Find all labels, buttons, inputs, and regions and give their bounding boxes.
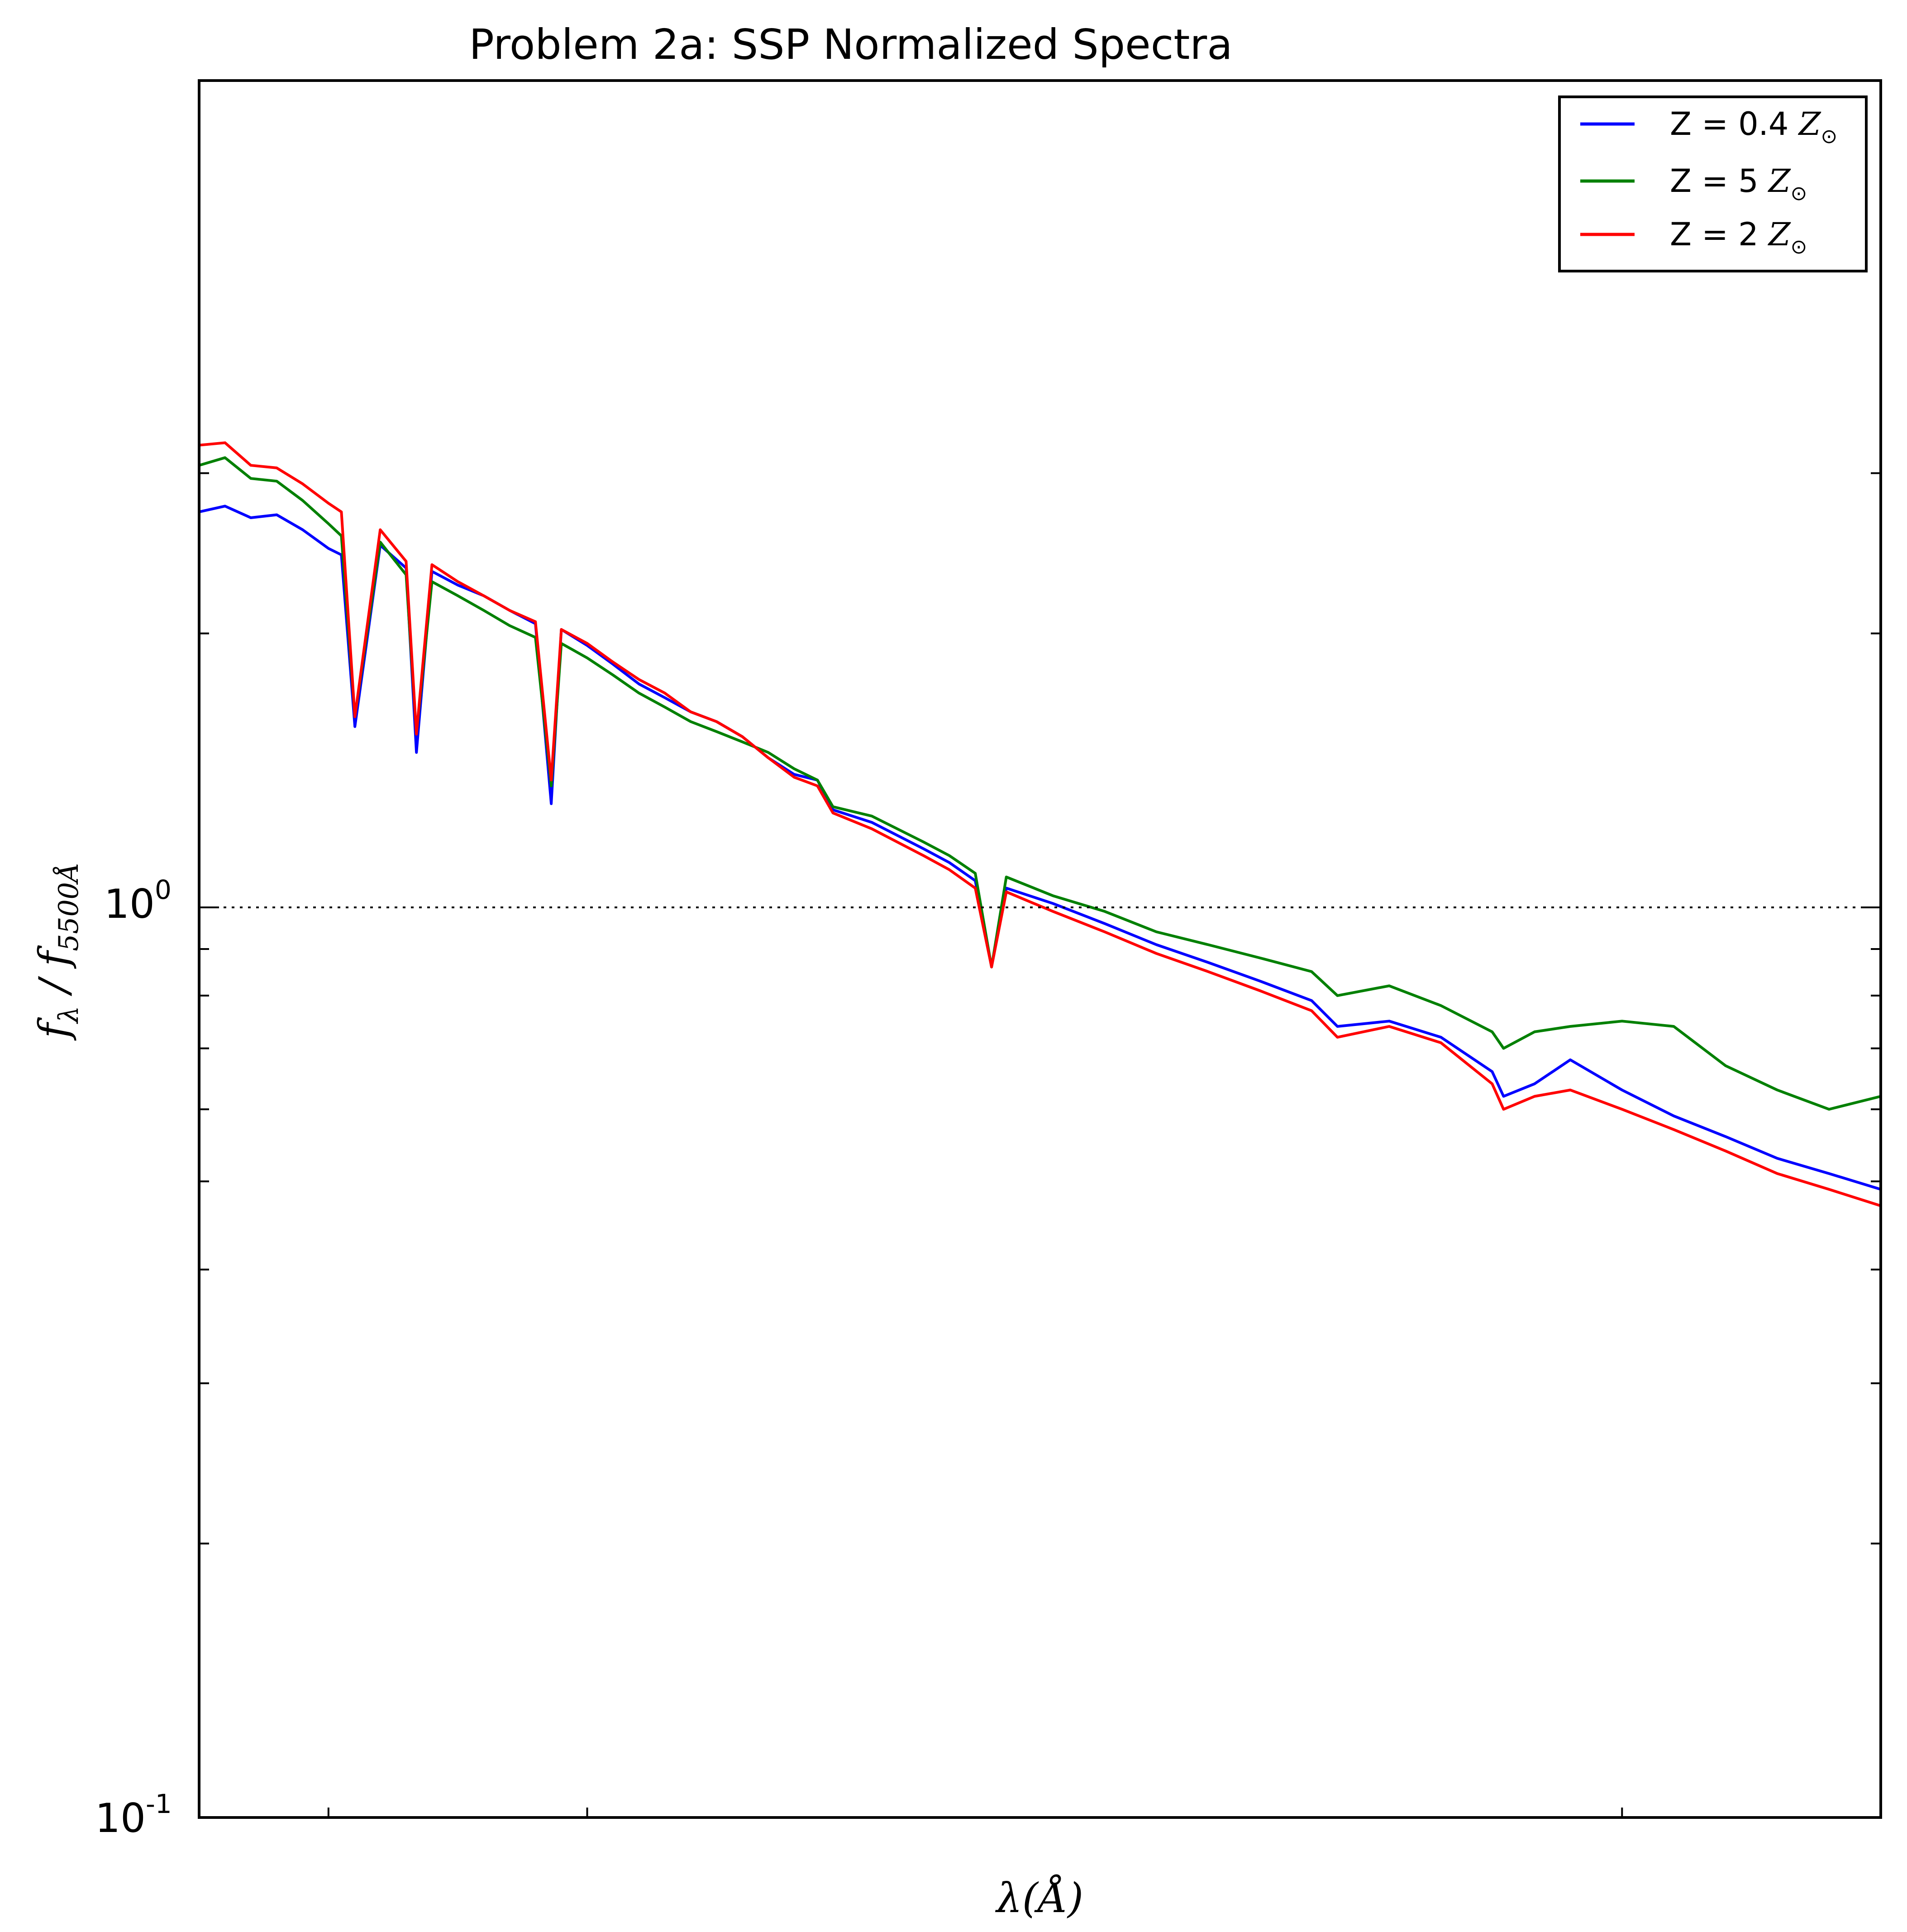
- y-tick-label-2-exp: -1: [146, 1789, 172, 1819]
- y-tick-label-2-base: 10: [95, 1795, 146, 1841]
- y-axis-label-sep: / f: [30, 945, 78, 1006]
- series-line-1: [199, 505, 1881, 1191]
- legend: Z = 0.4 Z⊙ Z = 5 Z⊙ Z = 2 Z⊙: [1558, 95, 1868, 272]
- y-tick-label-1-exp: 0: [155, 874, 172, 905]
- y-tick-label-1-base: 10: [104, 881, 155, 927]
- series-layer: [199, 441, 1881, 1207]
- svg-text:100: 100: [104, 874, 172, 927]
- series-line-2: [199, 456, 1881, 1111]
- y-axis-label: fλ / f5500Å: [30, 863, 85, 1041]
- y-axis-label-sub1: λ: [53, 1006, 85, 1024]
- svg-text:fλ / f5500Å: fλ / f5500Å: [30, 863, 85, 1041]
- y-axis-label-sub2: 5500Å: [52, 863, 85, 951]
- legend-entry-3: Z = 2 Z⊙: [1670, 216, 1807, 258]
- chart-title: Problem 2a: SSP Normalized Spectra: [469, 20, 1232, 69]
- svg-text:10-1: 10-1: [95, 1789, 172, 1841]
- legend-box: [1558, 95, 1868, 272]
- series-line-3: [199, 441, 1881, 1207]
- legend-entry-1: Z = 0.4 Z⊙: [1670, 105, 1837, 148]
- legend-entry-2: Z = 5 Z⊙: [1670, 162, 1807, 205]
- y-tick-label-0.1: 10-1: [95, 1789, 172, 1841]
- x-axis-label: λ(Å): [995, 1874, 1083, 1922]
- tick-layer: [199, 472, 1881, 1818]
- y-tick-label-1: 100: [104, 874, 172, 927]
